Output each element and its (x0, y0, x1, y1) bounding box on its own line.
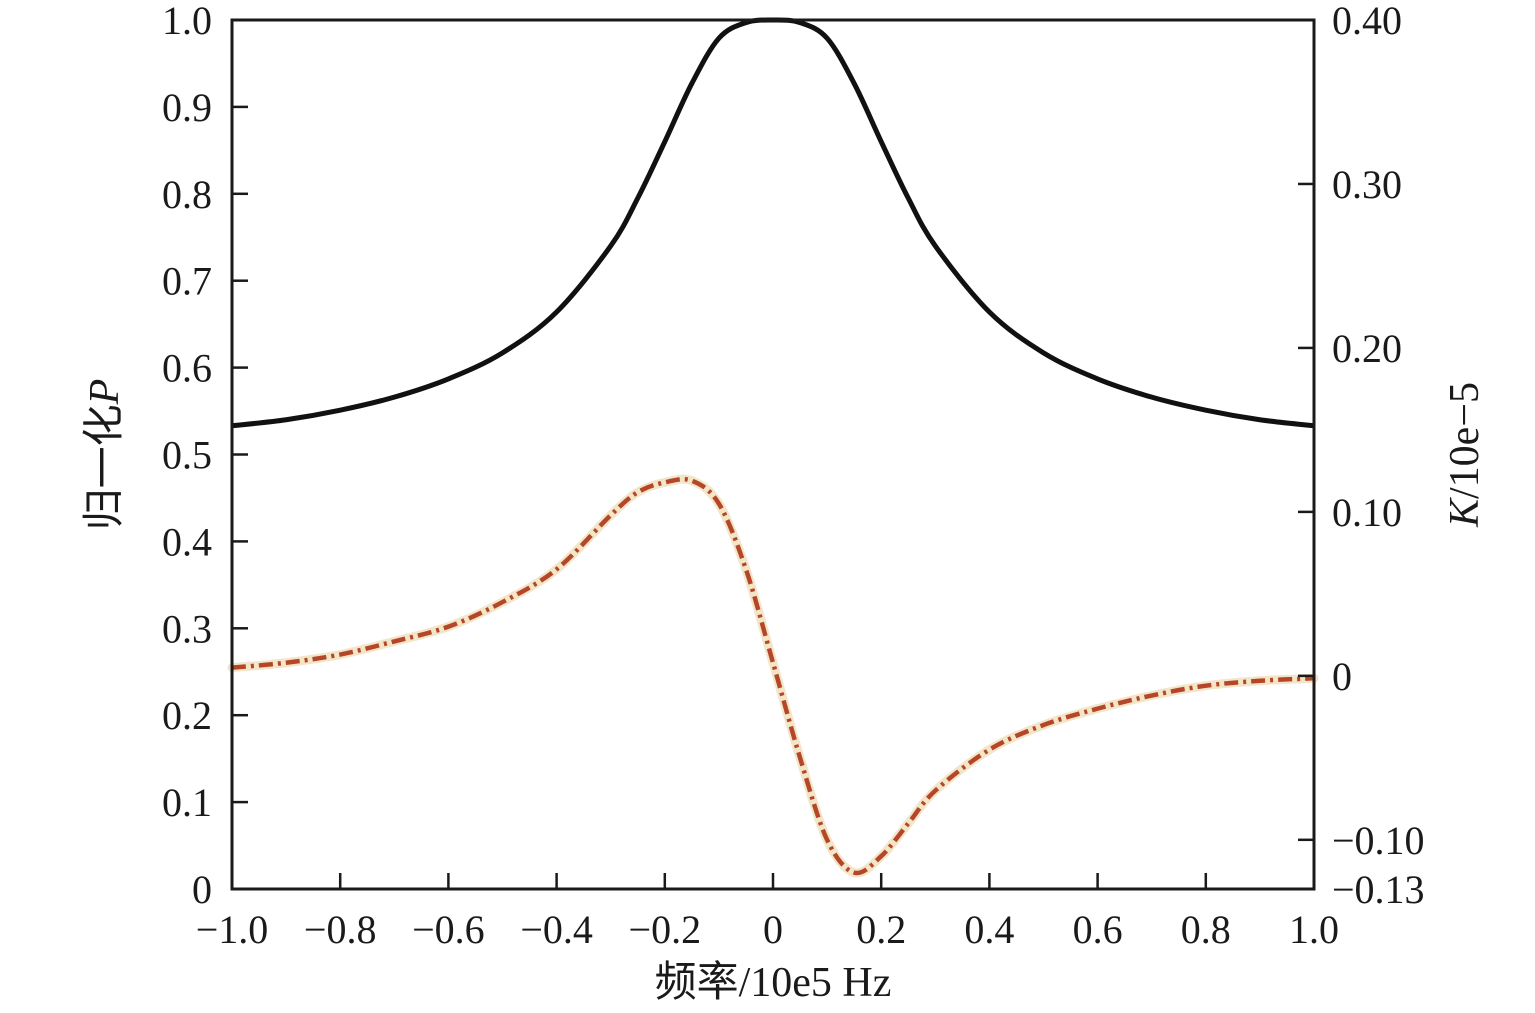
left-y-tick-label: 0.7 (162, 259, 212, 304)
x-tick-label: 0.8 (1181, 907, 1231, 952)
right-y-tick-label: −0.10 (1332, 818, 1425, 863)
right-y-tick-label: 0.10 (1332, 490, 1402, 535)
right-y-axis-title: K/10e−5 (1442, 382, 1488, 528)
x-tick-label: −0.4 (520, 907, 593, 952)
left-y-tick-label: 0 (192, 867, 212, 912)
right-y-axis-title-var: K (1442, 497, 1488, 528)
x-tick-label: −0.2 (629, 907, 702, 952)
left-y-tick-label: 0.4 (162, 519, 212, 564)
left-y-tick-label: 0.6 (162, 346, 212, 391)
left-y-tick-label: 0.3 (162, 606, 212, 651)
x-tick-label: 1.0 (1289, 907, 1339, 952)
series-0-line (231, 17, 1315, 429)
left-y-tick-label: 1.0 (162, 0, 212, 43)
plot-frame (230, 18, 1316, 891)
series-1-line (231, 476, 1315, 876)
right-y-tick-label: −0.13 (1332, 867, 1425, 912)
left-y-axis-title: 归一化P (82, 379, 128, 531)
x-tick-label: 0.4 (964, 907, 1014, 952)
series-layer (227, 17, 1319, 878)
left-y-axis-title-var: P (82, 379, 128, 406)
right-y-tick-label: 0.20 (1332, 326, 1402, 371)
right-y-tick-label: 0 (1332, 654, 1352, 699)
left-y-axis-title-text: 归一化 (82, 404, 128, 530)
right-y-tick-label: 0.30 (1332, 162, 1402, 207)
left-y-tick-label: 0.9 (162, 85, 212, 130)
x-axis-title: 频率/10e5 Hz (655, 959, 892, 1006)
left-y-tick-label: 0.8 (162, 172, 212, 217)
right-y-tick-label: 0.40 (1332, 0, 1402, 43)
series-1-halo (227, 474, 1319, 878)
x-tick-label: 0.6 (1073, 907, 1123, 952)
x-tick-label: −1.0 (196, 907, 269, 952)
ticks-layer (230, 18, 1316, 891)
x-tick-label: 0.2 (856, 907, 906, 952)
x-tick-label: −0.6 (412, 907, 485, 952)
labels-layer: −1.0 −0.8 −0.6 −0.4 −0.2 0 0.2 0.4 0.6 0.8 1.0 0 0.1… (162, 0, 1425, 952)
x-tick-label: 0 (763, 907, 783, 952)
left-y-tick-label: 0.1 (162, 780, 212, 825)
x-tick-label: −0.8 (304, 907, 377, 952)
left-y-tick-label: 0.5 (162, 433, 212, 478)
left-y-tick-label: 0.2 (162, 693, 212, 738)
right-y-axis-title-text: /10e−5 (1442, 382, 1488, 499)
